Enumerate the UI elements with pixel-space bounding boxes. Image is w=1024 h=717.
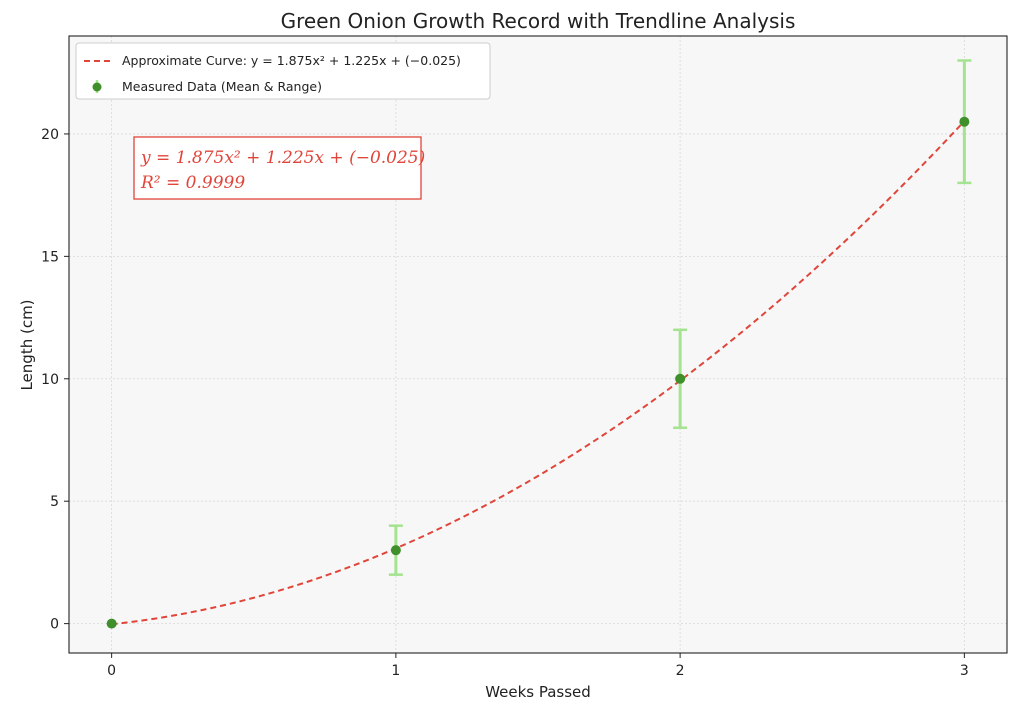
points-layer — [106, 59, 972, 629]
equation-text: y = 1.875x² + 1.225x + (−0.025) — [140, 148, 425, 168]
legend: Approximate Curve: y = 1.875x² + 1.225x … — [75, 42, 491, 100]
x-axis-label: Weeks Passed — [485, 683, 591, 701]
legend-points-label: Measured Data (Mean & Range) — [122, 79, 322, 94]
y-tick-label: 15 — [41, 249, 59, 265]
data-point — [390, 545, 401, 556]
equation-annotation: y = 1.875x² + 1.225x + (−0.025) R² = 0.9… — [133, 136, 425, 200]
y-axis-label: Length (cm) — [18, 299, 36, 390]
data-point — [675, 373, 686, 384]
equation-box — [133, 136, 422, 200]
data-point — [106, 618, 117, 629]
y-tick-label: 5 — [50, 494, 59, 510]
r-squared-text: R² = 0.9999 — [140, 173, 245, 193]
y-tick-label: 10 — [41, 372, 59, 388]
plot-area — [69, 36, 1007, 653]
plot-frame — [68, 35, 1008, 654]
legend-point-swatch — [92, 82, 102, 92]
fit-curve — [111, 120, 966, 626]
data-point — [959, 116, 970, 127]
fit-layer — [111, 120, 966, 626]
legend-curve-label: Approximate Curve: y = 1.875x² + 1.225x … — [122, 53, 461, 68]
x-tick-label: 3 — [960, 663, 969, 679]
y-tick-label: 0 — [50, 617, 59, 633]
y-tick-label: 20 — [41, 127, 59, 143]
ticks: 0 1 2 3 0 5 10 15 20 — [41, 127, 969, 679]
x-tick-label: 2 — [676, 663, 685, 679]
x-tick-label: 1 — [391, 663, 400, 679]
x-tick-label: 0 — [107, 663, 116, 679]
chart-title: Green Onion Growth Record with Trendline… — [281, 9, 796, 33]
legend-box — [75, 42, 491, 100]
